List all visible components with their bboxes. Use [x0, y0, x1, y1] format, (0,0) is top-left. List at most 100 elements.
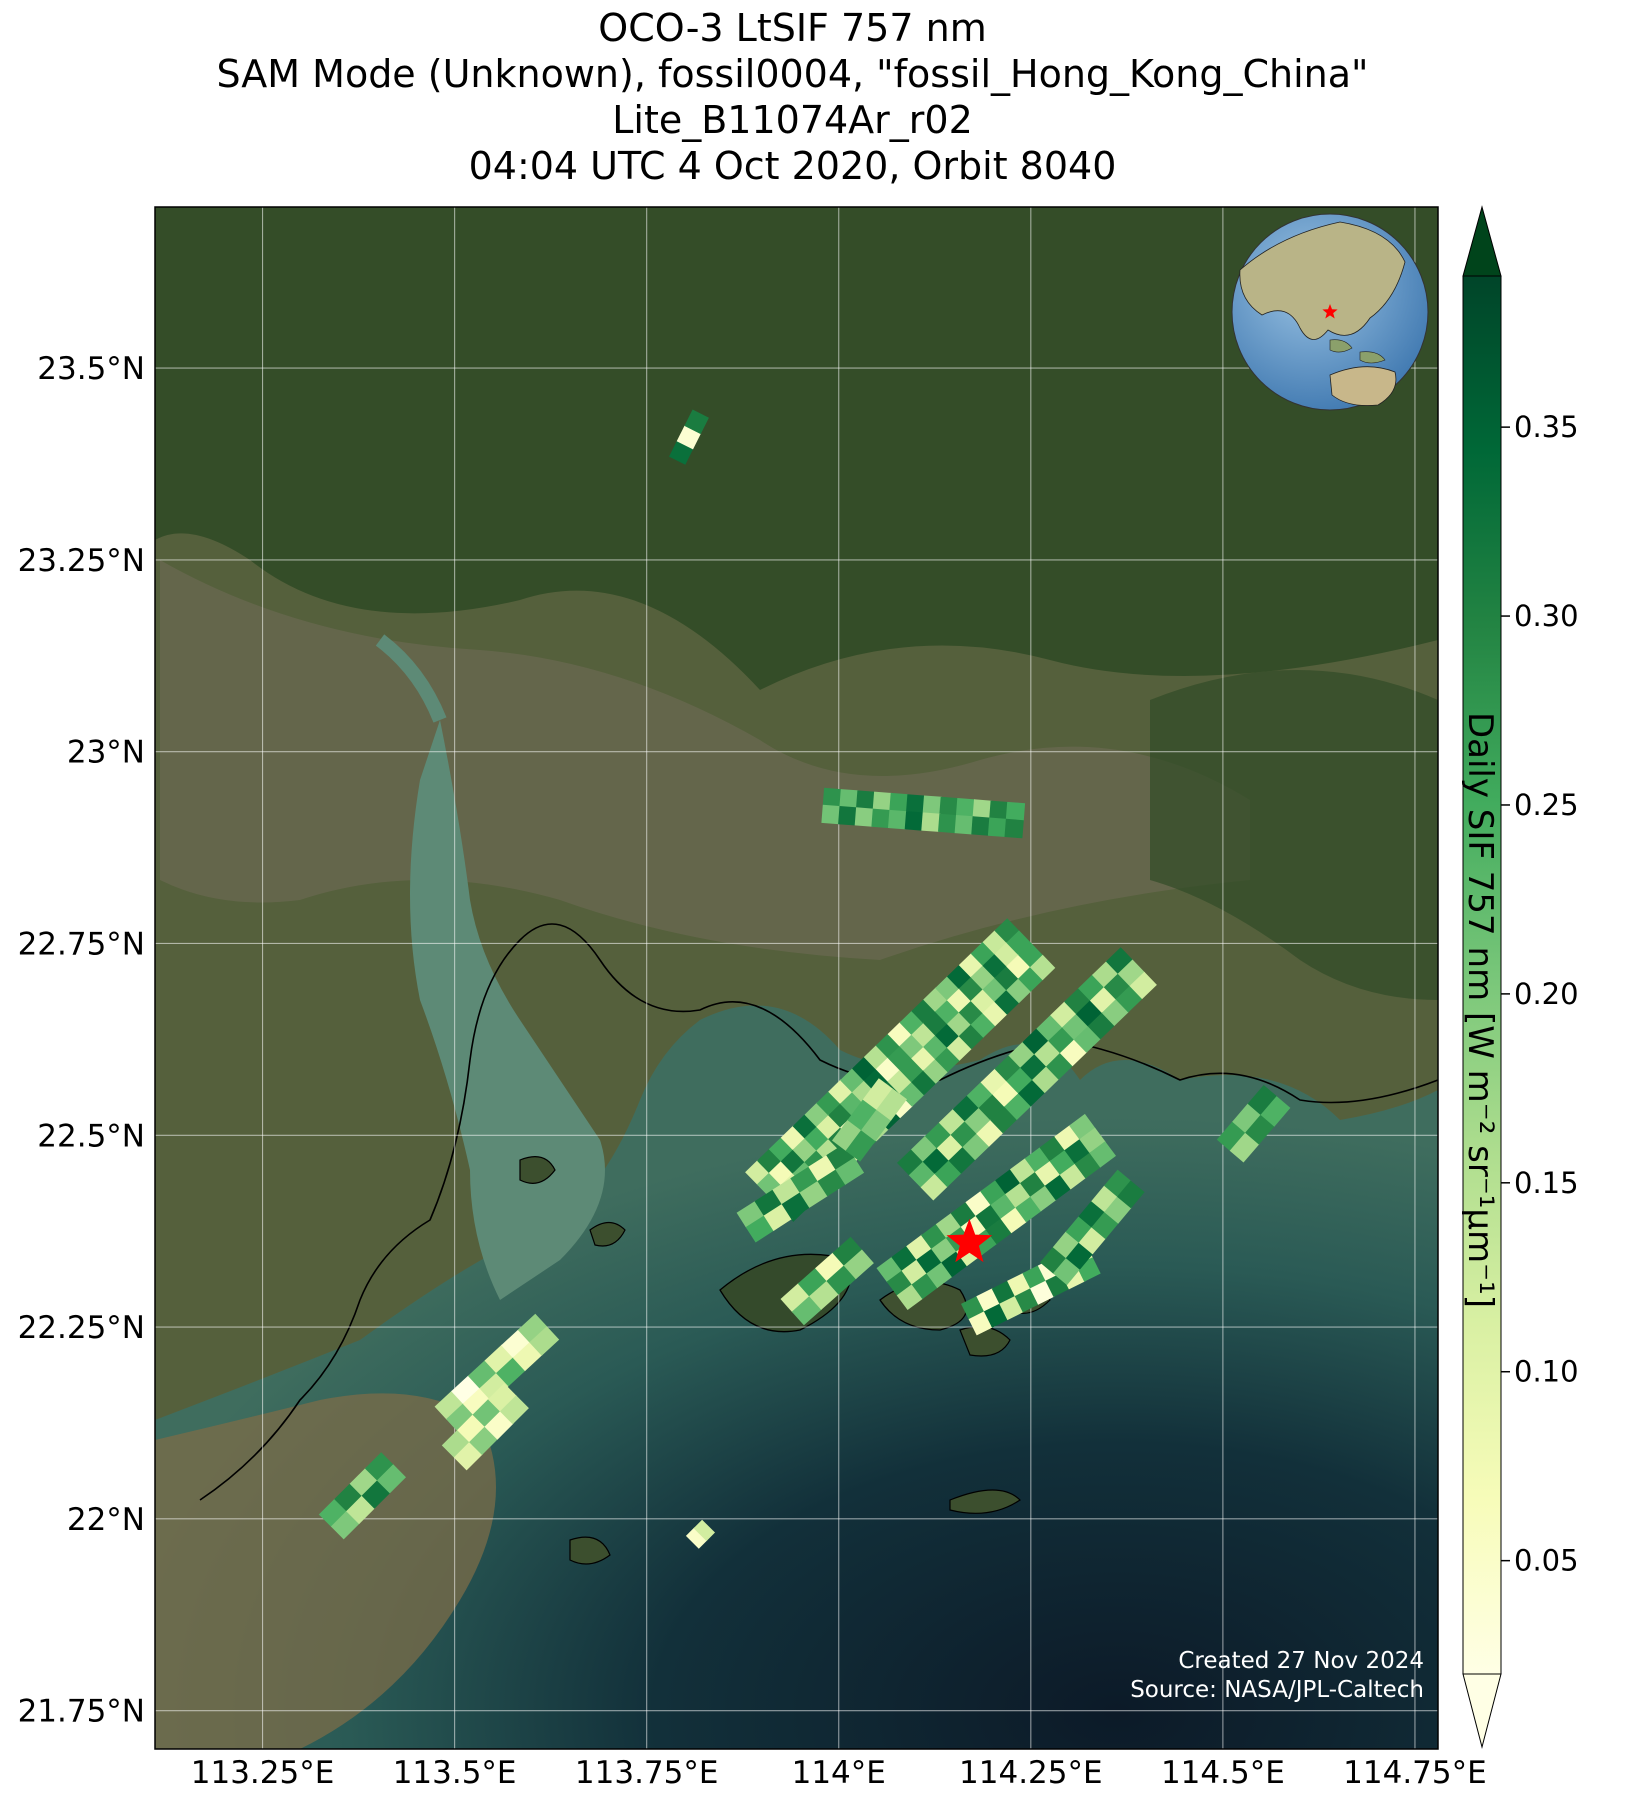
sif-pixel	[854, 807, 874, 827]
lon-tick-label: 114.5°E	[1161, 1755, 1285, 1791]
chart-subtitle-mode: SAM Mode (Unknown), fossil0004, "fossil_…	[216, 52, 1369, 96]
sif-pixel	[1129, 971, 1157, 1000]
sif-pixel	[434, 1390, 465, 1420]
sif-pixel	[972, 799, 992, 819]
colorbar-gradient	[1462, 275, 1502, 1675]
colorbar-tick-label: 0.15	[1514, 1166, 1579, 1200]
sif-pixel	[1079, 1127, 1106, 1154]
sif-pixel	[376, 1464, 406, 1494]
map-gridlines	[155, 207, 1438, 1749]
island-cluster	[519, 1156, 1051, 1565]
target-star-icon	[946, 1218, 993, 1263]
sif-pixel	[862, 1078, 894, 1111]
colorbar-label: Daily SIF 757 nm [W m⁻² sr⁻¹μm⁻¹]	[1460, 711, 1500, 1309]
sif-pixel	[763, 1203, 793, 1231]
sif-pixel	[971, 816, 991, 836]
sif-pixel	[487, 1383, 517, 1413]
lat-tick-label: 22.25°N	[18, 1310, 145, 1346]
sif-pixel	[821, 804, 841, 825]
sif-pixel	[946, 1035, 973, 1061]
sif-pixel	[822, 787, 842, 808]
sif-pixel	[987, 817, 1008, 837]
sif-pixel	[845, 1129, 877, 1162]
sif-pixel	[512, 1341, 543, 1372]
sif-pixel	[921, 812, 941, 832]
chart-subtitle-file: Lite_B11074Ar_r02	[612, 98, 973, 142]
sediment-plume	[155, 1393, 496, 1749]
lon-tick-label: 113.25°E	[191, 1755, 335, 1791]
coastline	[199, 923, 1438, 1501]
sif-pixel	[889, 792, 909, 813]
sif-pixel	[938, 813, 958, 834]
globe-star-icon	[1322, 304, 1338, 319]
forest-area	[155, 207, 1438, 690]
sif-pixel	[484, 1344, 515, 1374]
sif-pixel	[939, 796, 959, 817]
sif-pixel	[501, 1329, 531, 1359]
sif-pixel	[809, 1280, 840, 1310]
sif-pixel	[876, 1088, 907, 1121]
sif-pixel	[791, 1295, 823, 1326]
globe-islands-land	[1329, 339, 1386, 364]
lat-tick-label: 22°N	[67, 1502, 145, 1538]
sif-pixel	[797, 1267, 829, 1298]
sif-pixel	[958, 1023, 985, 1050]
sif-pixel	[1089, 1141, 1116, 1168]
sif-pixel	[838, 806, 858, 826]
lon-tick-label: 114.75°E	[1343, 1755, 1487, 1791]
inset-globe	[1231, 213, 1429, 411]
sif-pixel	[994, 989, 1020, 1015]
sif-pixel	[446, 1402, 476, 1433]
sif-pixel	[856, 790, 876, 810]
sif-pixel	[982, 1000, 1008, 1027]
sif-pixel	[799, 1180, 829, 1208]
sif-pixel	[318, 1498, 348, 1528]
colorbar-ticks: 0.05 0.10 0.15 0.20 0.25 0.30 0.35	[1501, 410, 1579, 1578]
sif-pixel	[1018, 966, 1044, 992]
chart-title: OCO-3 LtSIF 757 nm	[598, 6, 987, 50]
sif-pixel	[1245, 1114, 1275, 1145]
lon-tick-label: 114°E	[792, 1755, 886, 1791]
colorbar-extend-min	[1462, 1673, 1502, 1749]
sif-pixel	[1006, 977, 1032, 1004]
lon-tick-label: 113.5°E	[393, 1755, 517, 1791]
sif-pixel	[781, 1192, 811, 1220]
globe-asia-land	[1239, 221, 1406, 340]
sif-pixel	[970, 1012, 996, 1038]
sif-pixel	[923, 1058, 949, 1084]
sif-pixel	[529, 1326, 560, 1356]
sif-pixel	[1216, 1120, 1247, 1152]
sif-pixel	[835, 1157, 865, 1185]
sif-pixel	[496, 1356, 526, 1387]
sif-pixel	[934, 1046, 961, 1073]
sif-pixel	[911, 1069, 937, 1096]
credit-created: Created 27 Nov 2024	[1178, 1648, 1424, 1674]
sif-pixel	[922, 795, 942, 815]
river-channel	[375, 634, 447, 723]
sif-pixel	[754, 1189, 784, 1217]
sif-pixel	[904, 811, 924, 831]
lat-tick-label: 22.5°N	[37, 1118, 145, 1154]
sif-pixel	[1247, 1085, 1278, 1116]
sif-pixel	[1005, 801, 1026, 822]
map-frame	[154, 206, 1439, 1750]
sif-pixel	[847, 1098, 878, 1131]
target-marker	[946, 1218, 993, 1263]
sif-swaths	[318, 409, 1291, 1549]
colorbar-extend-max	[1462, 205, 1502, 277]
sif-pixel	[780, 1282, 811, 1313]
sif-pixel	[517, 1313, 548, 1344]
sif-pixel	[815, 1252, 846, 1282]
sif-pixel	[955, 798, 976, 818]
colorbar: 0.05 0.10 0.15 0.20 0.25 0.30 0.35	[1462, 205, 1579, 1749]
sif-pixel	[685, 1527, 708, 1549]
sif-pixel	[467, 1359, 498, 1390]
colorbar-tick-label: 0.05	[1514, 1544, 1579, 1578]
sif-pixel	[888, 809, 908, 830]
lat-tick-label: 23°N	[67, 735, 145, 771]
sif-pixel	[453, 1441, 483, 1471]
sif-pixel	[1117, 1180, 1145, 1209]
colorbar-tick-label: 0.25	[1514, 788, 1579, 822]
sif-pixel	[451, 1375, 482, 1405]
